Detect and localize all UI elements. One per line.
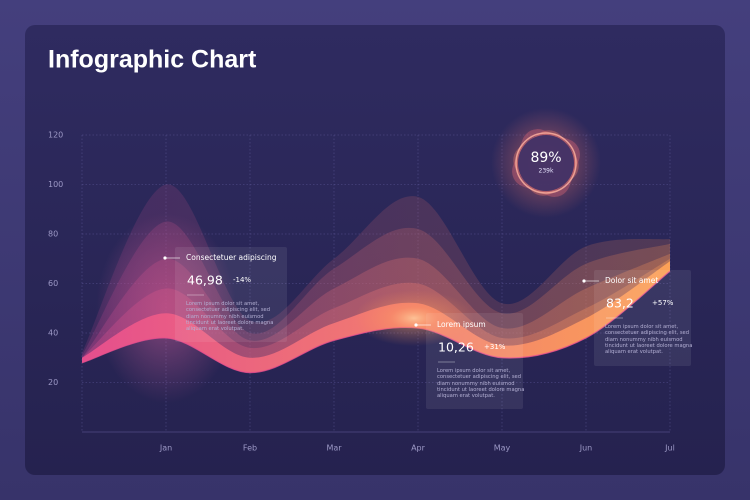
chart-title: Infographic Chart: [48, 46, 257, 74]
x-tick-label: May: [494, 444, 511, 453]
card-text-box: Lorem ipsum dolor sit amet, consectetuer…: [437, 368, 525, 400]
card-text: Lorem ipsum dolor sit amet, consectetuer…: [437, 368, 525, 400]
card-title: Consectetuer adipiscing: [186, 253, 277, 262]
card-title: Dolor sit amet: [605, 276, 658, 285]
y-tick-label: 40: [48, 329, 58, 338]
card-text-box: Lorem ipsum dolor sit amet, consectetuer…: [186, 301, 274, 333]
card-text: Lorem ipsum dolor sit amet, consectetuer…: [605, 324, 693, 356]
card-value: 46,98: [187, 273, 223, 288]
badge-ring: [515, 132, 577, 194]
card: Lorem ipsum 10,26 +31% Lorem ipsum dolor si…: [414, 313, 525, 409]
plot-area: [81, 184, 671, 404]
card-box: [594, 270, 691, 366]
card-box: [175, 247, 287, 342]
glow: [354, 290, 474, 347]
card: Dolor sit amet 83,2 +57% Lorem ipsum dolor …: [582, 270, 693, 366]
y-tick-label: 20: [48, 378, 58, 387]
x-tick-label: Jul: [664, 444, 675, 453]
x-tick-label: Jan: [159, 444, 172, 453]
card-title: Lorem ipsum: [437, 320, 486, 329]
badge: 89% 239k: [491, 108, 601, 218]
card-change: +31%: [484, 343, 506, 351]
card-value: 83,2: [606, 296, 634, 311]
y-tick-label: 80: [48, 230, 58, 239]
badge-value: 89%: [530, 150, 561, 166]
card-change: -14%: [233, 276, 251, 284]
x-tick-label: Feb: [243, 444, 257, 453]
card-value: 10,26: [438, 340, 474, 355]
card: Consectetuer adipiscing 46,98 -14% Lorem ip…: [163, 247, 287, 342]
card-text: Lorem ipsum dolor sit amet, consectetuer…: [186, 301, 274, 333]
x-tick-label: Apr: [411, 444, 426, 453]
badge-label: 239k: [539, 168, 554, 175]
card-text-box: Lorem ipsum dolor sit amet, consectetuer…: [605, 324, 693, 356]
y-tick-label: 60: [48, 279, 58, 288]
card-change: +57%: [652, 299, 674, 307]
x-tick-label: Mar: [326, 444, 342, 453]
card-box: [426, 313, 523, 409]
cards: Consectetuer adipiscing 46,98 -14% Lorem ip…: [163, 247, 693, 409]
x-tick-label: Jun: [579, 444, 593, 453]
badge-core: [518, 135, 574, 191]
y-tick-label: 100: [48, 180, 63, 189]
y-tick-label: 120: [48, 131, 63, 140]
